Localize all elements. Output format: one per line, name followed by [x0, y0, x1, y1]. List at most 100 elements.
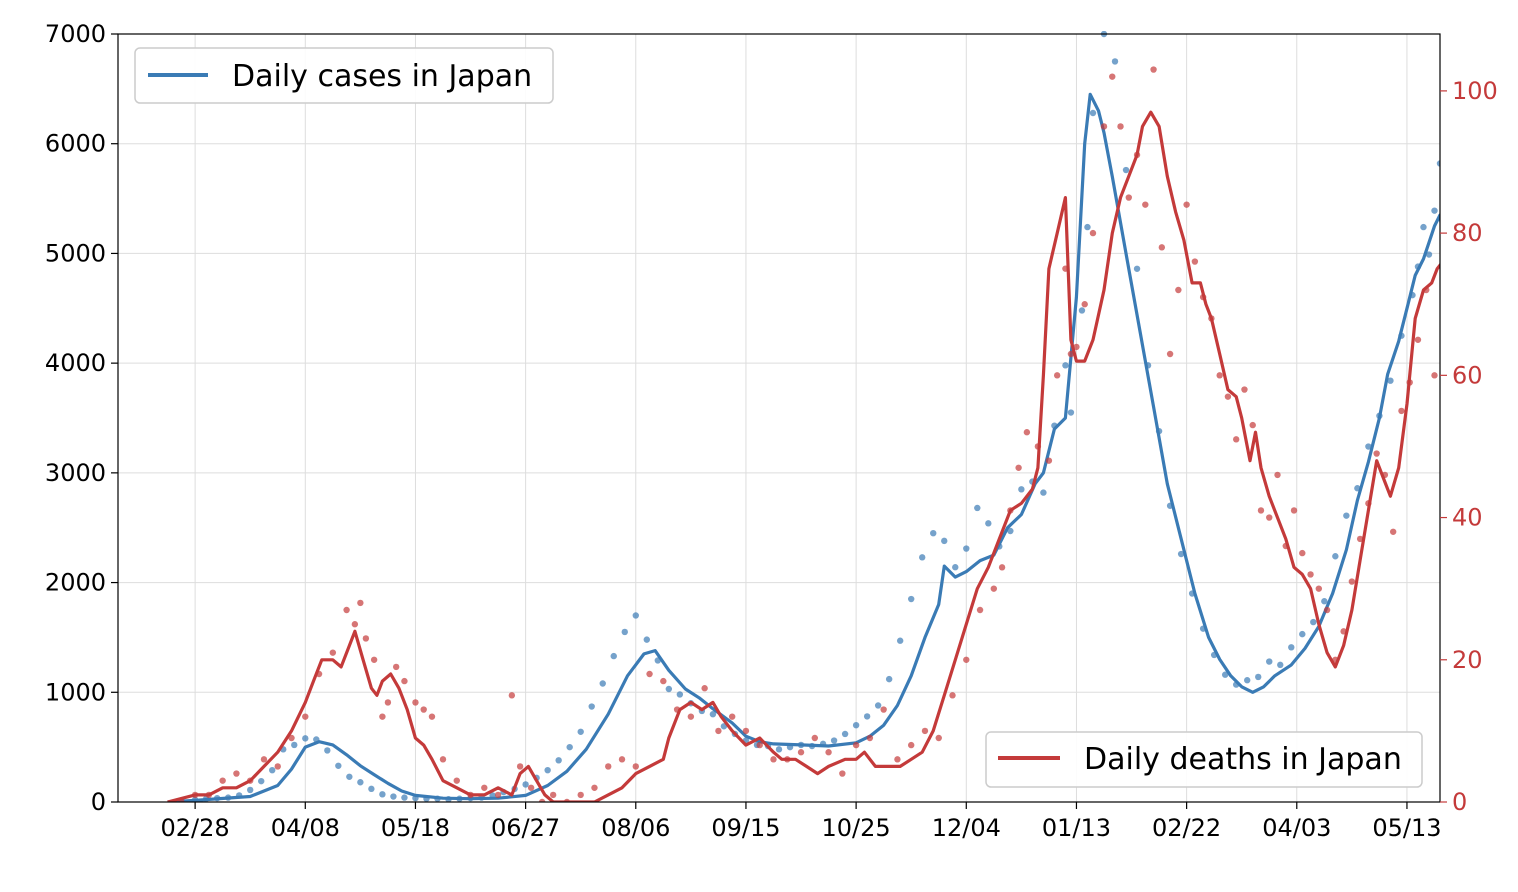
deaths-point — [362, 635, 370, 642]
deaths-point — [894, 756, 901, 763]
deaths-point — [527, 784, 535, 791]
x-tick-label: 04/08 — [271, 814, 340, 842]
cases-point — [885, 675, 893, 683]
cases-point — [632, 612, 639, 619]
deaths-point — [852, 741, 860, 749]
deaths-point — [439, 756, 447, 763]
cases-point — [896, 637, 904, 644]
deaths-point — [660, 677, 667, 685]
y-right-tick-label: 80 — [1452, 219, 1483, 247]
deaths-point — [1015, 464, 1022, 471]
deaths-point — [646, 670, 653, 678]
deaths-point — [1150, 66, 1157, 73]
deaths-point — [260, 756, 268, 763]
deaths-point — [811, 734, 819, 742]
cases-point — [709, 711, 717, 718]
cases-point — [919, 554, 926, 561]
legend-deaths: Daily deaths in Japan — [985, 731, 1423, 788]
plot-data — [167, 31, 1462, 802]
deaths-point — [866, 734, 874, 742]
deaths-point — [549, 791, 557, 799]
deaths-point — [1389, 528, 1397, 535]
cases-point — [555, 757, 562, 764]
deaths-point — [825, 749, 832, 756]
deaths-line — [167, 110, 1440, 802]
deaths-point — [379, 713, 386, 720]
x-tick-label: 08/06 — [601, 814, 670, 842]
cases-point — [357, 779, 364, 786]
deaths-point — [1456, 294, 1462, 300]
cases-point — [1436, 160, 1440, 167]
y-left-tick-label: 4000 — [45, 349, 106, 377]
deaths-point — [1045, 457, 1053, 464]
cases-point — [1310, 618, 1317, 626]
cases-point — [1288, 644, 1295, 651]
cases-point — [1018, 486, 1025, 493]
legend-deaths-box — [985, 731, 1423, 788]
legend-cases-box — [134, 47, 554, 104]
deaths-point — [516, 763, 524, 770]
deaths-point — [274, 763, 281, 770]
cases-point — [1365, 443, 1372, 450]
deaths-point — [357, 599, 364, 607]
x-tick-label: 09/15 — [711, 814, 780, 842]
deaths-point — [1073, 343, 1080, 351]
cases-point — [1255, 673, 1262, 681]
deaths-point — [998, 564, 1006, 571]
cases-point — [930, 530, 937, 537]
cases-point — [1062, 362, 1069, 369]
deaths-point — [908, 741, 915, 749]
y-left-tick-label: 2000 — [45, 569, 106, 597]
deaths-point — [1109, 73, 1116, 80]
cases-point — [963, 545, 970, 552]
deaths-point — [1125, 194, 1132, 201]
cases-point — [390, 793, 397, 800]
deaths-point — [1081, 301, 1088, 308]
deaths-point — [1299, 549, 1306, 557]
x-tick-label: 06/27 — [491, 814, 560, 842]
cases-point — [588, 703, 595, 710]
y-right-tick-label: 20 — [1452, 646, 1483, 674]
cases-point — [599, 680, 606, 687]
cases-point — [577, 728, 584, 735]
y-left-tick-label: 5000 — [45, 239, 106, 267]
x-tick-label: 12/04 — [932, 814, 1001, 842]
y-left-tick-label: 0 — [91, 788, 106, 816]
cases-point — [1089, 109, 1097, 117]
cases-point — [775, 746, 783, 753]
cases-point — [1453, 154, 1459, 160]
deaths-point — [233, 770, 240, 777]
cases-point — [346, 773, 353, 780]
cases-point — [941, 537, 948, 545]
y-right-tick-label: 0 — [1452, 788, 1467, 816]
deaths-point — [770, 756, 777, 763]
deaths-point — [1142, 201, 1149, 208]
deaths-point — [219, 777, 226, 784]
cases-line — [167, 92, 1440, 802]
cases-point — [1040, 489, 1047, 496]
cases-point — [985, 520, 992, 527]
deaths-point — [605, 763, 612, 770]
cases-point — [1266, 658, 1273, 665]
deaths-point — [351, 621, 359, 628]
deaths-point — [715, 727, 722, 735]
deaths-point — [1158, 244, 1166, 251]
deaths-point — [1414, 336, 1422, 343]
cases-point — [401, 794, 408, 801]
deaths-point — [1053, 372, 1061, 379]
deaths-point — [1431, 372, 1438, 379]
deaths-point — [880, 706, 887, 713]
cases-point — [1332, 553, 1339, 560]
deaths-point — [935, 734, 942, 742]
deaths-point — [1249, 421, 1256, 429]
deaths-point — [370, 656, 378, 663]
deaths-point — [401, 677, 408, 685]
deaths-point — [1323, 606, 1331, 614]
cases-point — [522, 781, 529, 788]
cases-point — [841, 730, 849, 738]
cases-point — [291, 741, 298, 749]
cases-point — [1431, 207, 1438, 214]
x-tick-label: 05/13 — [1372, 814, 1441, 842]
deaths-point — [687, 713, 695, 720]
